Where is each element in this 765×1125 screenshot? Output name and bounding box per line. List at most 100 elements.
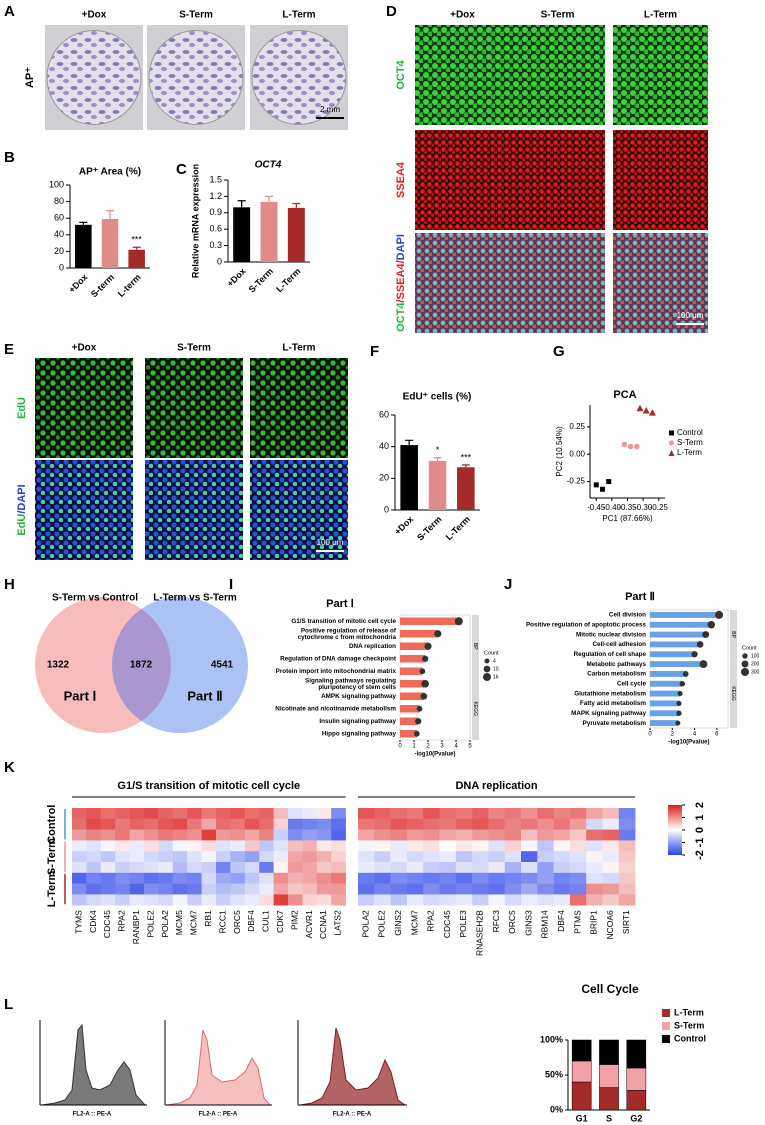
- category-label: Hippo signaling pathway: [322, 730, 397, 737]
- heatmap-cell: [619, 894, 636, 905]
- heatmap-cell: [537, 884, 554, 895]
- heatmap-cell: [358, 840, 375, 851]
- heatmap-cell: [302, 873, 317, 884]
- legend-swatch: [662, 1022, 670, 1030]
- y-tick-label: 0.3: [209, 240, 222, 250]
- micrograph: [145, 460, 243, 560]
- heatmap-cell: [331, 840, 346, 851]
- heatmap-cell: [274, 808, 289, 819]
- y-tick-label: 40: [54, 229, 64, 239]
- y-tick-label: 60: [54, 213, 64, 223]
- heatmap-cell: [331, 851, 346, 862]
- heatmap-cell: [331, 808, 346, 819]
- heatmap-cell: [374, 862, 391, 873]
- heatmap-cell: [440, 851, 457, 862]
- heatmap-cell: [202, 862, 217, 873]
- heatmap-cell: [521, 884, 538, 895]
- heatmap-cell: [423, 873, 440, 884]
- venn-label: S-Term vs Control: [52, 593, 138, 604]
- bar: [429, 461, 447, 510]
- y-tick-label: 20: [379, 473, 389, 483]
- x-axis-label: FL2-A :: PE-A: [333, 1112, 372, 1118]
- bar: [650, 700, 679, 706]
- y-tick-label: 100: [49, 179, 64, 189]
- heatmap-cell: [554, 873, 571, 884]
- group-label: BP: [730, 631, 736, 638]
- venn-part: Part Ⅰ: [64, 688, 97, 703]
- heatmap-cell: [537, 840, 554, 851]
- heatmap-cell: [603, 873, 620, 884]
- size-legend-title: Count: [484, 650, 499, 656]
- heatmap-cell: [407, 894, 424, 905]
- heatmap-cell: [230, 884, 245, 895]
- x-tick-label: -0.25: [650, 503, 669, 512]
- count-dot: [676, 701, 681, 706]
- heatmap-cell: [288, 873, 303, 884]
- bar: [400, 643, 428, 651]
- heatmap-cell: [317, 862, 332, 873]
- heatmap-cell: [173, 819, 188, 830]
- category-label: Pyruvate metabolism: [583, 720, 647, 727]
- heatmap-cell: [317, 851, 332, 862]
- heatmap-cell: [407, 819, 424, 830]
- micrograph: [145, 358, 243, 458]
- bar: [650, 720, 678, 726]
- point: [600, 487, 605, 492]
- error-bar: [462, 465, 470, 467]
- heatmap-cell: [317, 819, 332, 830]
- heatmap-cell: [603, 884, 620, 895]
- heatmap-cell: [440, 840, 457, 851]
- heatmap-cell: [302, 808, 317, 819]
- heatmap-cell: [230, 862, 245, 873]
- heatmap-cell: [288, 862, 303, 873]
- gene-label: PIM2: [289, 910, 299, 930]
- size-legend-title: Count: [742, 645, 757, 651]
- heatmap-cell: [358, 830, 375, 841]
- heatmap-cell: [173, 840, 188, 851]
- category-label: Carbon metabolism: [587, 671, 646, 678]
- size-legend-label: 300: [751, 669, 760, 675]
- color-bar-label: -1: [694, 838, 706, 848]
- heatmap-cell: [521, 894, 538, 905]
- column-label: +Dox: [450, 10, 475, 21]
- group-label: S-Term: [46, 838, 58, 875]
- gene-label: MCM7: [409, 910, 419, 935]
- point: [628, 444, 634, 450]
- x-tick-label: +Dox: [225, 266, 248, 289]
- heatmap-cell: [158, 840, 173, 851]
- heatmap-cell: [187, 851, 202, 862]
- heatmap-cell: [554, 819, 571, 830]
- x-tick-label: 2: [671, 732, 675, 738]
- x-tick-label: 4: [693, 732, 697, 738]
- category-label: Positive regulation of apoptotic process: [526, 621, 647, 628]
- heatmap-cell: [374, 840, 391, 851]
- heatmap-cell: [72, 862, 87, 873]
- heatmap-cell: [537, 862, 554, 873]
- heatmap-cell: [158, 894, 173, 905]
- heatmap-cell: [505, 862, 522, 873]
- heatmap-cell: [274, 873, 289, 884]
- chart-title: OCT4: [255, 160, 282, 171]
- count-dot: [420, 693, 427, 700]
- heatmap-cell: [274, 862, 289, 873]
- micrograph: [415, 25, 510, 125]
- heatmap-cell: [456, 884, 473, 895]
- heatmap-cell: [216, 884, 231, 895]
- heatmap-cell: [187, 819, 202, 830]
- heatmap-cell: [586, 819, 603, 830]
- category-label-line: pluripotency of stem cells: [318, 684, 396, 691]
- heatmap-cell: [130, 884, 145, 895]
- heatmap-cell: [86, 873, 101, 884]
- size-legend-label: 16: [493, 674, 499, 680]
- category-label: Nicotinate and nicotinamide metabolism: [275, 705, 396, 712]
- chart-title: EdU⁺ cells (%): [403, 392, 472, 403]
- x-tick-label: L-term: [116, 272, 143, 299]
- y-tick-label: 100%: [540, 1034, 563, 1044]
- heatmap-cell: [331, 819, 346, 830]
- column-label: S-Term: [541, 10, 575, 21]
- heatmap-cell: [101, 862, 116, 873]
- chart-title: AP⁺ Area (%): [79, 167, 141, 178]
- heatmap-cell: [173, 851, 188, 862]
- heatmap-cell: [570, 808, 587, 819]
- y-tick-label: 1.2: [209, 191, 222, 201]
